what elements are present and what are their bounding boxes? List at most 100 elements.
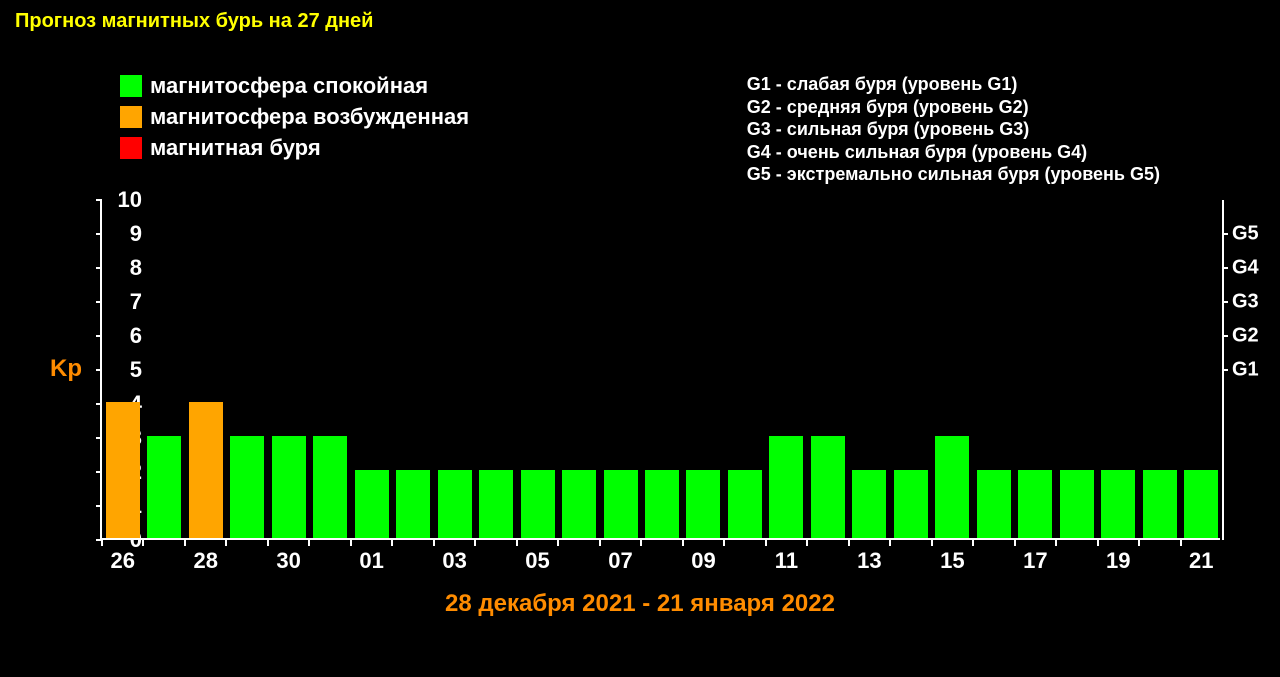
color-legend: магнитосфера спокойная магнитосфера возбу… <box>120 73 469 186</box>
y-tick-label: 10 <box>102 187 142 213</box>
y-axis-label: Kp <box>50 355 82 383</box>
bar <box>604 470 638 538</box>
x-tick-mark <box>599 540 601 546</box>
y-tick-label: 6 <box>102 323 142 349</box>
bar <box>147 436 181 538</box>
g-legend-item: G3 - сильная буря (уровень G3) <box>747 118 1160 141</box>
x-tick-mark <box>1138 540 1140 546</box>
legend-swatch <box>120 75 142 97</box>
g-tick-mark <box>1222 335 1228 337</box>
x-tick-label: 07 <box>608 548 632 574</box>
x-tick-mark <box>391 540 393 546</box>
x-tick-mark <box>350 540 352 546</box>
x-tick-label: 21 <box>1189 548 1213 574</box>
bar <box>686 470 720 538</box>
x-tick-label: 15 <box>940 548 964 574</box>
bar <box>935 436 969 538</box>
bar <box>645 470 679 538</box>
x-tick-label: 19 <box>1106 548 1130 574</box>
g-legend-item: G1 - слабая буря (уровень G1) <box>747 73 1160 96</box>
x-tick-mark <box>640 540 642 546</box>
bar <box>189 402 223 538</box>
x-tick-mark <box>765 540 767 546</box>
y-tick-mark <box>96 267 102 269</box>
y-tick-mark <box>96 199 102 201</box>
legend-item: магнитосфера возбужденная <box>120 104 469 130</box>
x-tick-mark <box>267 540 269 546</box>
y-tick-label: 9 <box>102 221 142 247</box>
x-tick-label: 11 <box>775 548 798 574</box>
bar <box>272 436 306 538</box>
x-tick-mark <box>682 540 684 546</box>
legend-swatch <box>120 137 142 159</box>
g-scale-legend: G1 - слабая буря (уровень G1)G2 - средня… <box>747 73 1160 186</box>
x-tick-mark <box>433 540 435 546</box>
g-tick-label: G4 <box>1232 257 1259 280</box>
x-tick-mark <box>848 540 850 546</box>
plot-area: 012345678910G1G2G3G4G5262830010305070911… <box>100 200 1220 540</box>
y-tick-mark <box>96 403 102 405</box>
x-tick-label: 13 <box>857 548 881 574</box>
y-tick-mark <box>96 437 102 439</box>
g-tick-mark <box>1222 369 1228 371</box>
bar <box>1143 470 1177 538</box>
x-tick-mark <box>557 540 559 546</box>
y-tick-label: 5 <box>102 357 142 383</box>
bar <box>106 402 140 538</box>
g-tick-label: G1 <box>1232 359 1259 382</box>
y-tick-label: 7 <box>102 289 142 315</box>
x-tick-mark <box>184 540 186 546</box>
x-tick-mark <box>516 540 518 546</box>
x-tick-mark <box>1014 540 1016 546</box>
x-tick-mark <box>474 540 476 546</box>
y-tick-mark <box>96 471 102 473</box>
x-tick-label: 03 <box>442 548 466 574</box>
y-tick-label: 8 <box>102 255 142 281</box>
bar <box>313 436 347 538</box>
x-tick-label: 05 <box>525 548 549 574</box>
bar <box>728 470 762 538</box>
x-tick-mark <box>101 540 103 546</box>
x-tick-mark <box>889 540 891 546</box>
g-tick-mark <box>1222 301 1228 303</box>
g-tick-label: G3 <box>1232 291 1259 314</box>
x-tick-mark <box>723 540 725 546</box>
y-tick-mark <box>96 505 102 507</box>
x-tick-mark <box>1055 540 1057 546</box>
bar <box>479 470 513 538</box>
bar <box>521 470 555 538</box>
y-tick-mark <box>96 335 102 337</box>
x-tick-label: 09 <box>691 548 715 574</box>
page-title: Прогноз магнитных бурь на 27 дней <box>0 0 1280 43</box>
x-tick-mark <box>931 540 933 546</box>
g-legend-item: G5 - экстремально сильная буря (уровень … <box>747 163 1160 186</box>
x-tick-mark <box>1097 540 1099 546</box>
x-tick-mark <box>1180 540 1182 546</box>
legend-label: магнитосфера возбужденная <box>150 104 469 130</box>
g-tick-mark <box>1222 267 1228 269</box>
y-tick-mark <box>96 301 102 303</box>
bar <box>894 470 928 538</box>
bar <box>438 470 472 538</box>
bar <box>852 470 886 538</box>
g-legend-item: G4 - очень сильная буря (уровень G4) <box>747 141 1160 164</box>
chart-container: Kp 012345678910G1G2G3G4G5262830010305070… <box>50 200 1230 620</box>
bar <box>230 436 264 538</box>
g-tick-label: G2 <box>1232 325 1259 348</box>
x-tick-label: 28 <box>193 548 217 574</box>
x-tick-mark <box>225 540 227 546</box>
bar <box>811 436 845 538</box>
y-tick-mark <box>96 369 102 371</box>
bar <box>977 470 1011 538</box>
bar <box>355 470 389 538</box>
legend-swatch <box>120 106 142 128</box>
legend-item: магнитосфера спокойная <box>120 73 469 99</box>
g-legend-item: G2 - средняя буря (уровень G2) <box>747 96 1160 119</box>
legend-label: магнитосфера спокойная <box>150 73 428 99</box>
x-tick-label: 30 <box>276 548 300 574</box>
x-tick-label: 17 <box>1023 548 1047 574</box>
x-tick-label: 26 <box>110 548 134 574</box>
legend-area: магнитосфера спокойная магнитосфера возбу… <box>0 43 1280 196</box>
bar <box>1060 470 1094 538</box>
bar <box>562 470 596 538</box>
